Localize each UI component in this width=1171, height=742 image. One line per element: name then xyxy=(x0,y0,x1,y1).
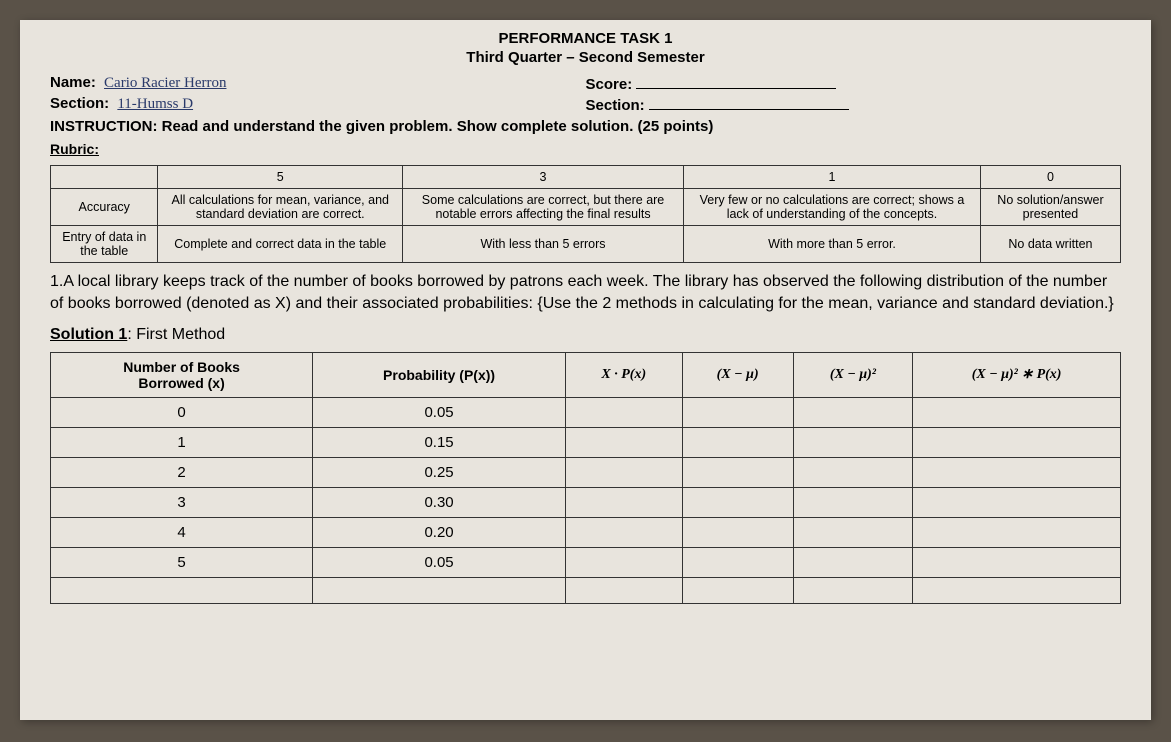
data-xmu2p xyxy=(913,577,1121,603)
rubric-row-entry: Entry of data in the table Complete and … xyxy=(51,226,1121,263)
data-header-x-line2: Borrowed (x) xyxy=(57,375,306,391)
data-xmu2 xyxy=(793,547,913,577)
rubric-header-5: 5 xyxy=(158,166,403,189)
data-header-row: Number of Books Borrowed (x) Probability… xyxy=(51,352,1121,397)
data-x: 0 xyxy=(51,397,313,427)
data-header-xmu: (X − μ) xyxy=(682,352,793,397)
data-xmu2p xyxy=(913,457,1121,487)
data-header-x-line1: Number of Books xyxy=(57,359,306,375)
rubric-header-1: 1 xyxy=(684,166,981,189)
rubric-accuracy-5: All calculations for mean, variance, and… xyxy=(158,189,403,226)
rubric-header-0: 0 xyxy=(980,166,1120,189)
data-p: 0.05 xyxy=(313,547,566,577)
rubric-label: Rubric: xyxy=(50,141,1121,157)
data-row: 5 0.05 xyxy=(51,547,1121,577)
info-row-2: Section: 11-Humss D Section: xyxy=(50,95,1121,114)
data-row: 1 0.15 xyxy=(51,427,1121,457)
data-p: 0.30 xyxy=(313,487,566,517)
rubric-header-row: 5 3 1 0 xyxy=(51,166,1121,189)
data-row: 3 0.30 xyxy=(51,487,1121,517)
data-xmu2 xyxy=(793,397,913,427)
rubric-criterion-accuracy: Accuracy xyxy=(51,189,158,226)
data-header-x: Number of Books Borrowed (x) xyxy=(51,352,313,397)
score-blank xyxy=(636,74,836,89)
data-xmu2 xyxy=(793,487,913,517)
section2-label: Section: xyxy=(586,97,645,114)
data-p: 0.15 xyxy=(313,427,566,457)
data-xp xyxy=(565,397,682,427)
data-row xyxy=(51,577,1121,603)
data-p xyxy=(313,577,566,603)
rubric-table: 5 3 1 0 Accuracy All calculations for me… xyxy=(50,165,1121,263)
data-xp xyxy=(565,457,682,487)
data-xp xyxy=(565,517,682,547)
data-x: 4 xyxy=(51,517,313,547)
score-label: Score: xyxy=(586,76,633,93)
task-subtitle: Third Quarter – Second Semester xyxy=(50,49,1121,66)
data-p: 0.20 xyxy=(313,517,566,547)
data-p: 0.25 xyxy=(313,457,566,487)
data-x: 1 xyxy=(51,427,313,457)
data-xmu xyxy=(682,547,793,577)
rubric-entry-5: Complete and correct data in the table xyxy=(158,226,403,263)
data-header-xmu2p: (X − μ)² ∗ P(x) xyxy=(913,352,1121,397)
data-header-xp: X · P(x) xyxy=(565,352,682,397)
data-p: 0.05 xyxy=(313,397,566,427)
data-xmu2p xyxy=(913,427,1121,457)
section-label: Section: xyxy=(50,95,109,112)
rubric-accuracy-0: No solution/answer presented xyxy=(980,189,1120,226)
data-xmu2p xyxy=(913,517,1121,547)
problem-text: 1.A local library keeps track of the num… xyxy=(50,271,1121,316)
data-row: 0 0.05 xyxy=(51,397,1121,427)
data-xmu2p xyxy=(913,547,1121,577)
data-xmu xyxy=(682,577,793,603)
rubric-entry-0: No data written xyxy=(980,226,1120,263)
data-xmu xyxy=(682,517,793,547)
data-header-xmu2: (X − μ)² xyxy=(793,352,913,397)
data-xmu2p xyxy=(913,397,1121,427)
solution-label-underline: Solution 1 xyxy=(50,326,127,343)
data-xmu xyxy=(682,457,793,487)
data-xp xyxy=(565,547,682,577)
rubric-entry-3: With less than 5 errors xyxy=(403,226,684,263)
data-table: Number of Books Borrowed (x) Probability… xyxy=(50,352,1121,604)
name-label: Name: xyxy=(50,74,96,91)
rubric-header-blank xyxy=(51,166,158,189)
rubric-criterion-entry: Entry of data in the table xyxy=(51,226,158,263)
section2-blank xyxy=(649,95,849,110)
rubric-header-3: 3 xyxy=(403,166,684,189)
task-title: PERFORMANCE TASK 1 xyxy=(50,30,1121,47)
data-xmu2 xyxy=(793,517,913,547)
instruction-text: INSTRUCTION: Read and understand the giv… xyxy=(50,118,1121,135)
rubric-accuracy-1: Very few or no calculations are correct;… xyxy=(684,189,981,226)
data-row: 4 0.20 xyxy=(51,517,1121,547)
data-xmu xyxy=(682,427,793,457)
worksheet-paper: PERFORMANCE TASK 1 Third Quarter – Secon… xyxy=(20,20,1151,720)
solution-label-rest: : First Method xyxy=(127,326,225,343)
data-x: 3 xyxy=(51,487,313,517)
data-x: 5 xyxy=(51,547,313,577)
data-xp xyxy=(565,427,682,457)
data-xmu2p xyxy=(913,487,1121,517)
data-xmu2 xyxy=(793,427,913,457)
data-header-prob: Probability (P(x)) xyxy=(313,352,566,397)
data-xmu2 xyxy=(793,457,913,487)
data-xp xyxy=(565,487,682,517)
data-xmu xyxy=(682,487,793,517)
data-xmu2 xyxy=(793,577,913,603)
data-x xyxy=(51,577,313,603)
name-value: Cario Racier Herron xyxy=(100,75,230,91)
rubric-accuracy-3: Some calculations are correct, but there… xyxy=(403,189,684,226)
data-xmu xyxy=(682,397,793,427)
rubric-entry-1: With more than 5 error. xyxy=(684,226,981,263)
info-row-1: Name: Cario Racier Herron Score: xyxy=(50,74,1121,93)
data-row: 2 0.25 xyxy=(51,457,1121,487)
solution-label: Solution 1: First Method xyxy=(50,326,1121,344)
data-x: 2 xyxy=(51,457,313,487)
data-xp xyxy=(565,577,682,603)
section-value: 11-Humss D xyxy=(113,96,197,112)
rubric-row-accuracy: Accuracy All calculations for mean, vari… xyxy=(51,189,1121,226)
